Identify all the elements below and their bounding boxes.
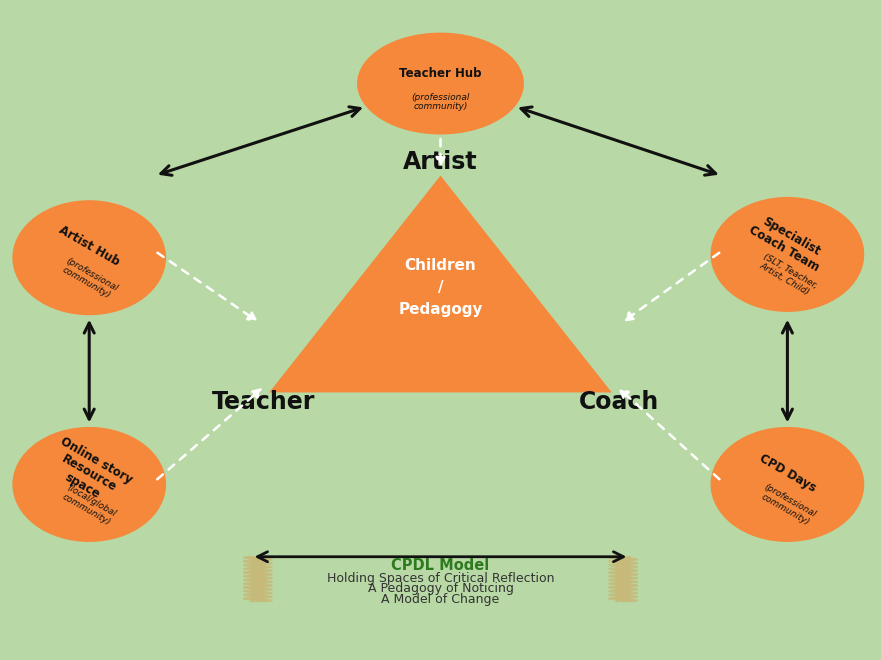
- Text: Teacher Hub: Teacher Hub: [399, 67, 482, 80]
- Text: (SLT, Teacher,
Artist, Child): (SLT, Teacher, Artist, Child): [756, 251, 818, 298]
- Text: Teacher: Teacher: [211, 390, 315, 414]
- Text: Coach: Coach: [579, 390, 659, 414]
- Ellipse shape: [12, 427, 166, 542]
- Text: (professional
community): (professional community): [758, 482, 818, 528]
- Text: Artist: Artist: [403, 150, 478, 174]
- Text: Online story
Resource
space: Online story Resource space: [44, 434, 135, 512]
- Polygon shape: [270, 176, 611, 393]
- Text: (professional
community): (professional community): [411, 92, 470, 112]
- Text: Artist Hub: Artist Hub: [56, 224, 122, 269]
- Ellipse shape: [711, 427, 864, 542]
- Text: (local/global
community): (local/global community): [61, 483, 118, 527]
- Ellipse shape: [12, 200, 166, 315]
- Text: CPDL Model: CPDL Model: [391, 558, 490, 573]
- Text: A Pedagogy of Noticing: A Pedagogy of Noticing: [367, 582, 514, 595]
- Text: A Model of Change: A Model of Change: [381, 593, 500, 606]
- Text: (professional
community): (professional community): [59, 255, 119, 301]
- Ellipse shape: [357, 32, 524, 135]
- Ellipse shape: [711, 197, 864, 312]
- Text: CPD Days: CPD Days: [757, 451, 818, 494]
- Text: Specialist
Coach Team: Specialist Coach Team: [746, 211, 828, 275]
- Text: Holding Spaces of Critical Reflection: Holding Spaces of Critical Reflection: [327, 572, 554, 585]
- Text: Children
/
Pedagogy: Children / Pedagogy: [398, 257, 483, 317]
